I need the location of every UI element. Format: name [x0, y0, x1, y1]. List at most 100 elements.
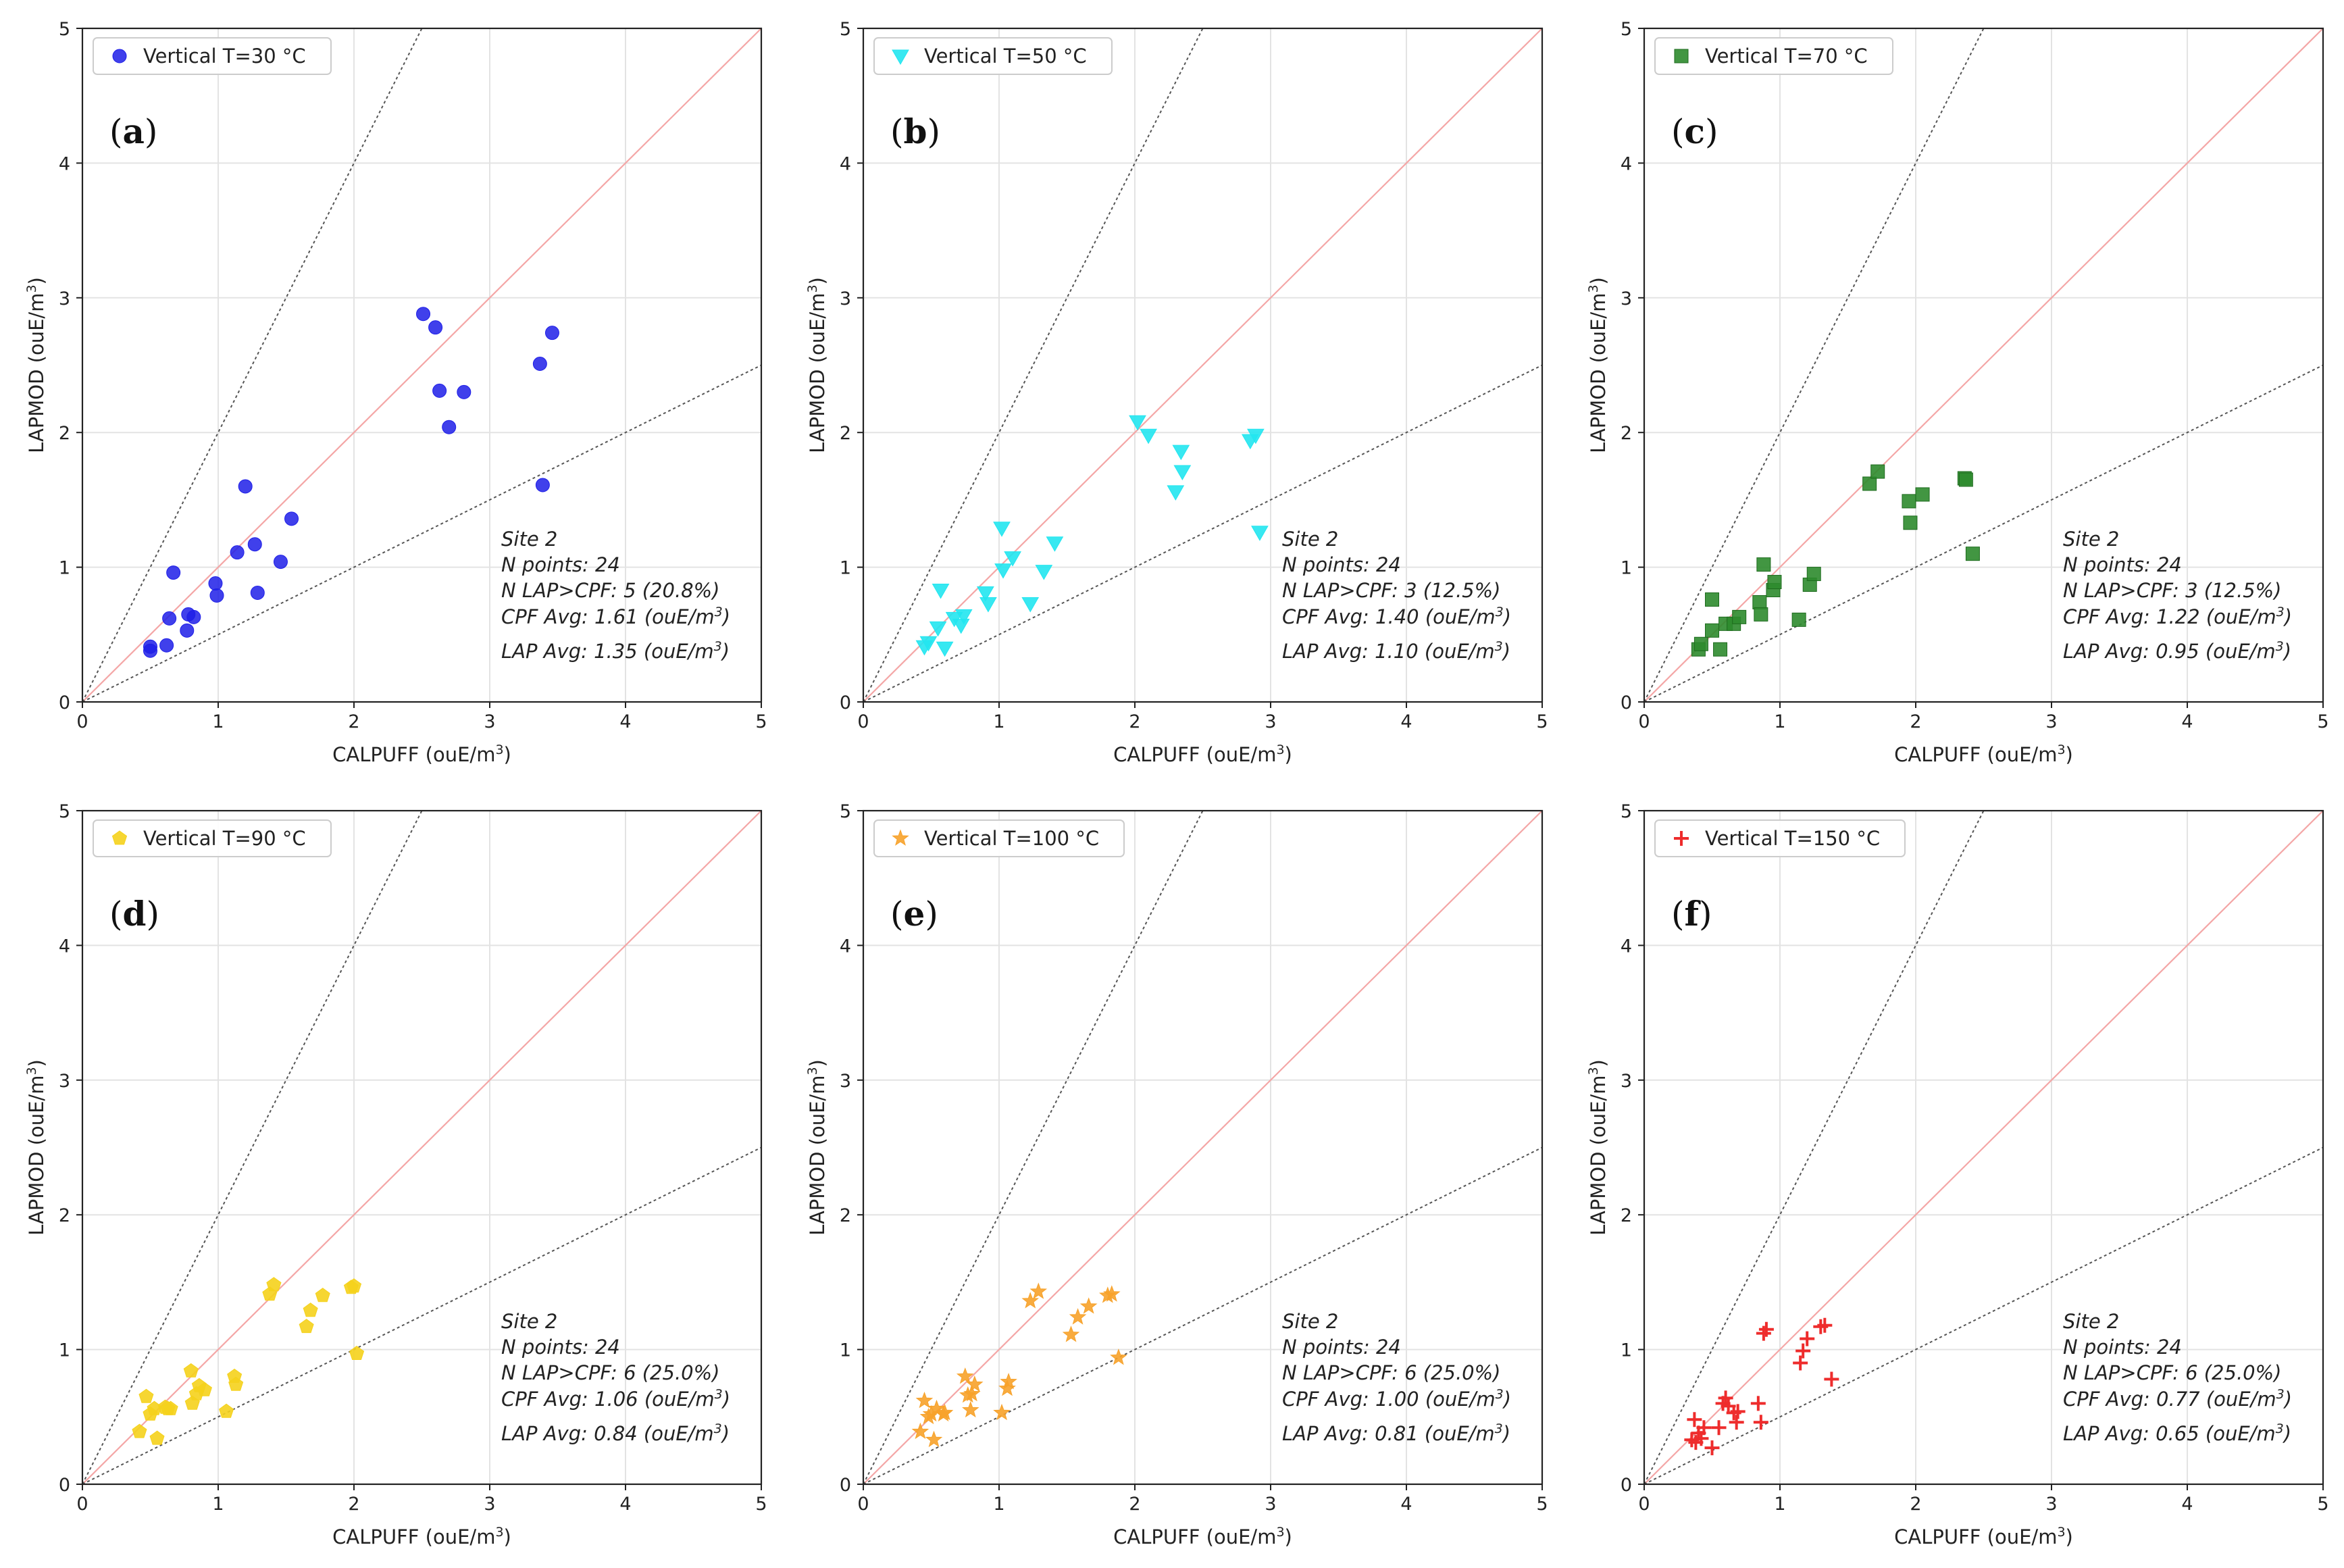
data-point: [138, 1388, 154, 1403]
reference-lines: [863, 811, 1542, 1484]
x-axis-label: CALPUFF (ouE/m3): [1894, 742, 2073, 766]
y-axis-label-text: LAPMOD (ouE/m: [806, 1076, 829, 1236]
panel-letter-open: (: [109, 894, 123, 934]
data-point: [1718, 1390, 1733, 1406]
x-tick-label: 2: [1129, 1494, 1140, 1515]
panel-letter-value: f: [1685, 894, 1702, 934]
y-axis-label-close: ): [25, 1059, 48, 1067]
y-axis-label-close: ): [806, 277, 829, 284]
data-point: [1756, 557, 1771, 572]
y-tick-label: 4: [59, 936, 70, 957]
factor-2-upper-line: [863, 811, 1204, 1484]
data-point: [1800, 1331, 1815, 1346]
y-axis-label-exponent: 3: [805, 1067, 820, 1075]
data-point: [315, 1288, 330, 1303]
y-tick-label: 1: [840, 558, 851, 579]
stats-site: Site 2: [2063, 528, 2119, 551]
stats-cpf-avg-text: CPF Avg: 1.61 (ouE/m: [501, 605, 715, 628]
x-tick-label: 4: [2181, 711, 2193, 732]
y-axis-label-close: ): [806, 1059, 829, 1067]
data-point: [209, 588, 224, 603]
x-axis-label: CALPUFF (ouE/m3): [332, 742, 511, 766]
data-point: [1035, 565, 1053, 580]
stats-n-lap-cpf: N LAP>CPF: 6 (25.0%): [2063, 1361, 2282, 1384]
x-tick-label: 3: [2045, 1494, 2057, 1515]
stats-cpf-avg-exponent: 3: [715, 605, 723, 619]
x-axis-label-text: CALPUFF (ouE/m: [1894, 1525, 2057, 1548]
panel-letter: (d): [109, 894, 159, 934]
factor-2-lower-line: [1644, 364, 2323, 702]
stats-cpf-avg-text: CPF Avg: 0.77 (ouE/m: [2063, 1388, 2276, 1411]
data-point: [1693, 636, 1708, 651]
data-point: [979, 597, 997, 613]
x-axis-label-exponent: 3: [1276, 742, 1284, 757]
panel-letter-value: a: [123, 111, 145, 151]
data-point: [962, 1400, 979, 1418]
axis-ticks: 0 1 2 3 4 5 0 1 2 3 4 5: [59, 19, 767, 732]
axis-ticks: 0 1 2 3 4 5 0 1 2 3 4 5: [59, 801, 767, 1515]
data-point: [1029, 1282, 1048, 1299]
stats-lap-avg-text: LAP Avg: 0.81 (ouE/m: [1282, 1422, 1495, 1445]
x-axis-label-text: CALPUFF (ouE/m: [1894, 743, 2057, 766]
stats-site: Site 2: [501, 1310, 557, 1333]
legend-marker: [892, 829, 909, 846]
data-points: [915, 415, 1269, 657]
data-point: [416, 307, 431, 322]
x-tick-label: 4: [1400, 1494, 1412, 1515]
x-axis-label-exponent: 3: [2057, 742, 2065, 757]
data-point: [1824, 1371, 1839, 1387]
x-tick-label: 2: [348, 1494, 359, 1515]
data-point: [1167, 485, 1185, 501]
stats-lap-avg: LAP Avg: 0.84 (ouE/m3): [501, 1421, 730, 1445]
x-tick-label: 4: [1400, 711, 1412, 732]
legend: Vertical T=100 °C: [873, 819, 1125, 857]
data-point: [1870, 464, 1885, 479]
stats-cpf-avg-text: CPF Avg: 1.06 (ouE/m: [501, 1388, 715, 1411]
y-tick-label: 2: [840, 1205, 851, 1226]
x-tick-label: 2: [1910, 1494, 1921, 1515]
data-points: [1691, 464, 1980, 657]
stats-cpf-avg-close: ): [721, 1388, 730, 1411]
factor-2-lower-line: [82, 1146, 761, 1484]
x-tick-label: 5: [1536, 711, 1548, 732]
x-tick-label: 2: [348, 711, 359, 732]
data-point: [250, 585, 265, 600]
grid-lines: [82, 28, 761, 702]
panel-letter-open: (: [1671, 894, 1685, 934]
plot-frame: [81, 809, 763, 1486]
data-point: [952, 618, 970, 634]
panel-letter-open: (: [890, 112, 904, 151]
data-point: [1793, 1355, 1808, 1371]
reference-lines: [82, 28, 761, 702]
panel-letter-close: ): [927, 112, 940, 151]
data-point: [132, 1423, 147, 1438]
data-point: [1753, 1415, 1768, 1430]
x-tick-label: 3: [1265, 711, 1276, 732]
panel-letter-open: (: [109, 112, 123, 151]
data-point: [934, 1405, 952, 1422]
data-point: [442, 420, 457, 434]
x-tick-label: 1: [1774, 1494, 1785, 1515]
x-axis-label-exponent: 3: [495, 742, 503, 757]
x-tick-label: 3: [2045, 711, 2057, 732]
data-point: [228, 1376, 244, 1391]
data-point: [1251, 526, 1269, 541]
x-tick-label: 3: [484, 711, 495, 732]
legend-label: Vertical T=70 °C: [1705, 45, 1868, 68]
panel-letter-value: b: [904, 111, 927, 151]
stats-n-points: N points: 24: [2063, 1336, 2182, 1359]
x-tick-label: 4: [619, 711, 631, 732]
y-axis-label-exponent: 3: [1586, 1067, 1601, 1075]
stats-annotation: Site 2N points: 24 N LAP>CPF: 3 (12.5%) CP…: [1282, 528, 1511, 663]
data-point: [1705, 623, 1719, 638]
panel-letter: (c): [1671, 111, 1718, 151]
stats-cpf-avg: CPF Avg: 0.77 (ouE/m3): [2063, 1387, 2292, 1411]
grid-lines: [863, 28, 1542, 702]
data-point: [1903, 515, 1918, 530]
legend: Vertical T=150 °C: [1654, 819, 1906, 857]
data-point: [1062, 1325, 1080, 1342]
data-point: [1140, 428, 1157, 445]
stats-site: Site 2: [501, 528, 557, 551]
